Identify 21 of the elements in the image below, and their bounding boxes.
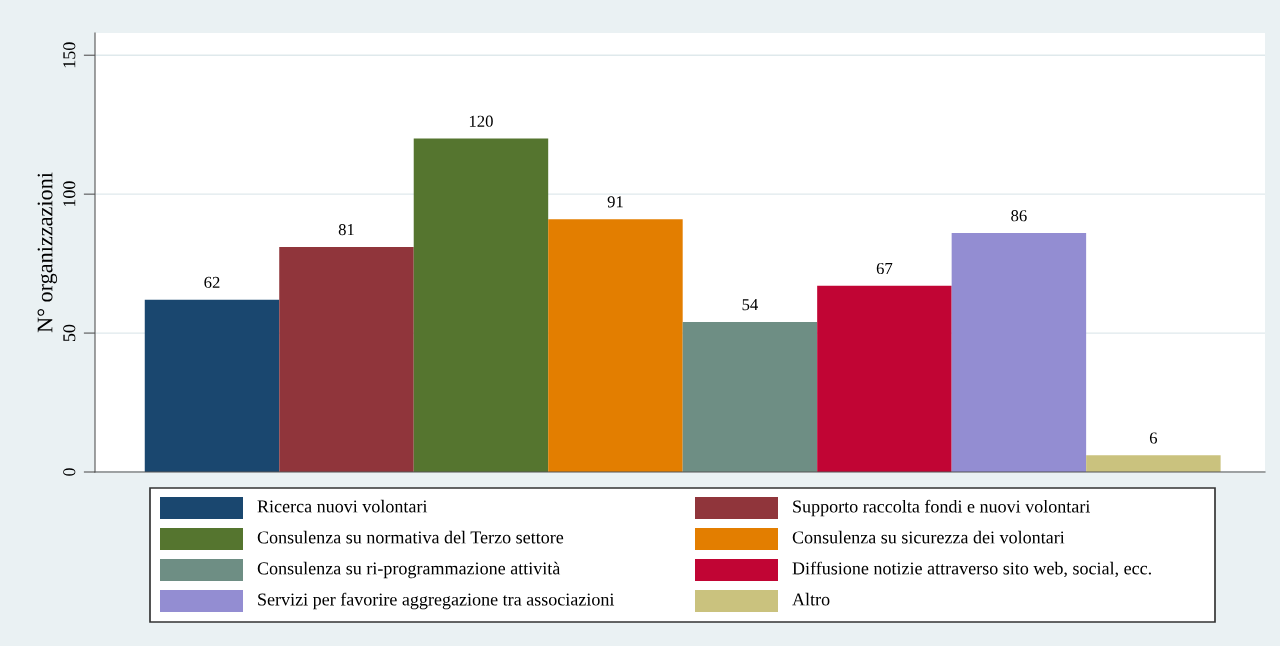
y-tick-label: 100 [63,181,76,207]
data-label: 62 [204,276,220,289]
legend-label: Servizi per favorire aggregazione tra associazioni [258,592,615,610]
legend-label: Consulenza su ri-programmazione attività [257,561,561,579]
data-label: 86 [1011,210,1027,222]
y-tick-label: 150 [63,42,76,68]
data-label: 54 [742,299,758,311]
legend-label: Ricerca nuovi volontari [257,499,428,513]
legend-label: Consulenza su sicurezza dei volontari [792,530,1065,544]
data-label: 6 [1149,432,1158,444]
legend-label: Consulenza su normativa del Terzo settore [257,530,564,544]
data-label: 81 [338,223,354,236]
legend-label: Altro [792,592,830,606]
y-tick-label: 0 [63,468,76,476]
data-label: 91 [607,196,623,208]
y-axis-title: N° organizzazioni [37,172,58,333]
data-label: 67 [876,262,893,275]
data-label: 120 [469,115,493,127]
legend-label: Diffusione notizie attraverso sito web, social, ecc. [792,561,1151,578]
legend-label: Supporto raccolta fondi e nuovi volontari [793,499,1090,517]
y-tick-label: 50 [63,324,76,342]
